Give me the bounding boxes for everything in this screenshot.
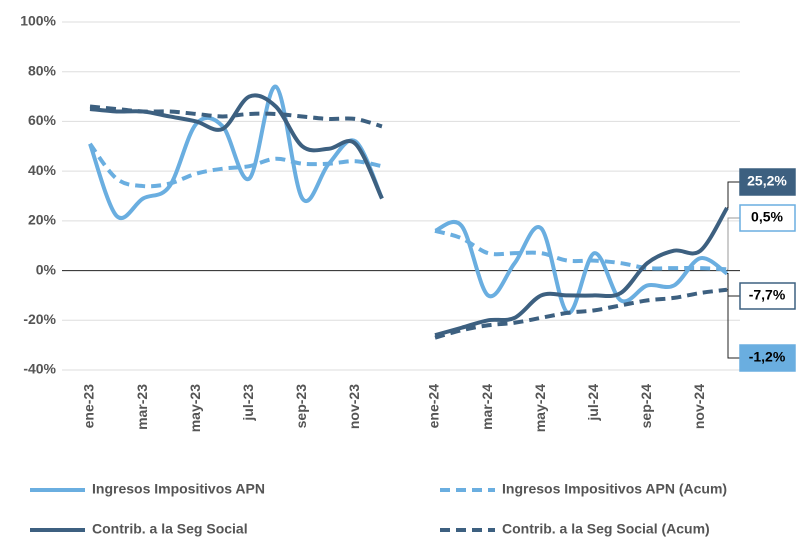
x-tick-label: jul-24 xyxy=(585,384,601,422)
x-tick-label: ene-24 xyxy=(426,384,442,429)
data-label: -7,7% xyxy=(749,287,786,303)
series-line xyxy=(434,287,728,340)
label-connector xyxy=(727,217,740,270)
x-tick-label: jul-23 xyxy=(240,384,256,422)
legend-label: Ingresos Impositivos APN xyxy=(92,481,265,497)
x-tick-label: mar-24 xyxy=(479,384,495,430)
x-tick-label: sep-23 xyxy=(293,384,309,429)
y-tick-label: 40% xyxy=(28,162,57,178)
y-tick-label: 20% xyxy=(28,212,57,228)
x-tick-label: nov-24 xyxy=(691,384,707,429)
series-line xyxy=(89,104,383,129)
x-tick-label: may-23 xyxy=(187,384,203,432)
y-tick-label: -20% xyxy=(23,311,56,327)
series-line xyxy=(434,206,729,338)
x-tick-label: may-24 xyxy=(532,384,548,432)
series-line xyxy=(89,93,384,200)
label-connector xyxy=(727,289,740,297)
legend-label: Contrib. a la Seg Social (Acum) xyxy=(502,521,710,537)
y-tick-label: -40% xyxy=(23,361,56,377)
data-label: -1,2% xyxy=(749,349,786,365)
series-line xyxy=(434,219,729,315)
label-box xyxy=(739,168,796,196)
y-tick-label: 0% xyxy=(36,261,57,277)
data-label: 0,5% xyxy=(751,209,783,225)
x-tick-label: ene-23 xyxy=(81,384,97,429)
label-connector xyxy=(727,181,740,209)
series-line xyxy=(88,84,384,220)
label-box xyxy=(739,204,796,232)
y-tick-label: 60% xyxy=(28,112,57,128)
data-label: 25,2% xyxy=(747,173,787,189)
x-tick-label: sep-24 xyxy=(638,384,654,429)
legend-label: Ingresos Impositivos APN (Acum) xyxy=(502,481,727,497)
series-line xyxy=(88,142,383,189)
x-tick-label: nov-23 xyxy=(346,384,362,429)
label-connector xyxy=(727,273,740,359)
label-box xyxy=(739,282,796,310)
y-tick-label: 80% xyxy=(28,62,57,78)
x-tick-label: mar-23 xyxy=(134,384,150,430)
y-tick-label: 100% xyxy=(20,13,56,29)
legend-label: Contrib. a la Seg Social xyxy=(92,521,248,537)
label-box xyxy=(739,344,796,372)
series-line xyxy=(434,228,728,272)
